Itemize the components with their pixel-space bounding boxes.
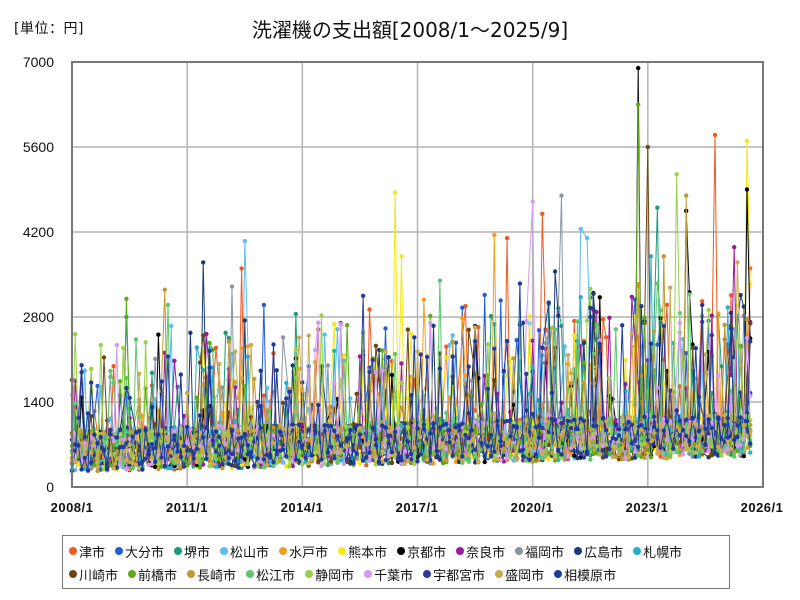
legend-dot-icon (633, 547, 642, 555)
legend-label: 大分市 (125, 545, 165, 561)
legend-dot-icon (423, 570, 432, 578)
legend-item: 静岡市 (305, 565, 354, 584)
legend-item: 盛岡市 (495, 565, 544, 584)
legend-dot-icon (574, 547, 583, 555)
legend-item: 奈良市 (456, 542, 505, 561)
legend-label: 松山市 (230, 545, 270, 561)
legend-item: 津市 (69, 542, 105, 561)
x-tick-label: 2026/1 (740, 500, 784, 515)
legend-row-2: 川崎市 前橋市 長崎市 松江市 静岡市 千葉市 宇都宮市 盛岡市 相模原市 (69, 563, 626, 585)
legend-item: 熊本市 (338, 542, 387, 561)
legend-item: 札幌市 (633, 542, 682, 561)
x-tick-label: 2023/1 (625, 500, 669, 515)
legend-label: 盛岡市 (505, 568, 545, 584)
legend-dot-icon (515, 547, 524, 555)
legend-label: 奈良市 (466, 545, 506, 561)
series-相模原市 (73, 281, 753, 473)
legend-label: 堺市 (184, 545, 211, 561)
legend-label: 川崎市 (79, 568, 119, 584)
legend-row-1: 津市 大分市 堺市 松山市 水戸市 熊本市 京都市 奈良市 福岡市 広島市 札幌市 (69, 540, 692, 562)
legend-dot-icon (128, 570, 137, 578)
legend-dot-icon (364, 570, 373, 578)
legend-item: 広島市 (574, 542, 623, 561)
legend-dot-icon (174, 547, 183, 555)
chart-title: 洗濯機の支出額[2008/1～2025/9] (251, 18, 569, 42)
y-tick-label: 7000 (22, 54, 54, 70)
legend-item: 前橋市 (128, 565, 177, 584)
legend-dot-icon (279, 547, 288, 555)
legend-label: 長崎市 (197, 568, 237, 584)
legend-item: 千葉市 (364, 565, 413, 584)
legend-dot-icon (495, 570, 504, 578)
y-tick-label: 2800 (22, 309, 54, 325)
plot-border (71, 61, 764, 488)
legend-dot-icon (115, 547, 124, 555)
legend-item: 松江市 (246, 565, 295, 584)
legend-item: 長崎市 (187, 565, 236, 584)
y-tick-label: 5600 (22, 139, 54, 155)
legend-item: 相模原市 (554, 565, 616, 584)
series-lines (69, 65, 753, 474)
legend-dot-icon (220, 547, 229, 555)
legend-label: 宇都宮市 (433, 568, 486, 584)
legend-label: 京都市 (407, 545, 447, 561)
legend-label: 熊本市 (348, 545, 388, 561)
legend-dot-icon (305, 570, 314, 578)
legend-label: 千葉市 (374, 568, 414, 584)
x-tick-label: 2020/1 (510, 500, 554, 515)
legend-item: 福岡市 (515, 542, 564, 561)
y-tick-label: 1400 (22, 394, 54, 410)
legend-item: 松山市 (220, 542, 269, 561)
legend-label: 広島市 (584, 545, 624, 561)
legend: 津市 大分市 堺市 松山市 水戸市 熊本市 京都市 奈良市 福岡市 広島市 札幌市 川崎市 前橋市 長崎… (62, 535, 730, 589)
legend-label: 相模原市 (564, 568, 617, 584)
legend-label: 札幌市 (643, 545, 683, 561)
legend-dot-icon (456, 547, 465, 555)
legend-dot-icon (554, 570, 563, 578)
legend-label: 松江市 (256, 568, 296, 584)
legend-label: 静岡市 (315, 568, 355, 584)
legend-dot-icon (397, 547, 406, 555)
x-tick-label: 2011/1 (165, 500, 209, 515)
legend-label: 前橋市 (138, 568, 178, 584)
legend-dot-icon (187, 570, 196, 578)
legend-dot-icon (338, 547, 347, 555)
x-tick-label: 2014/1 (280, 500, 324, 515)
legend-item: 川崎市 (69, 565, 118, 584)
legend-label: 福岡市 (525, 545, 565, 561)
legend-dot-icon (69, 570, 77, 578)
unit-label: [単位：円] (14, 21, 84, 37)
x-tick-label: 2017/1 (395, 500, 439, 515)
legend-dot-icon (69, 547, 77, 555)
legend-dot-icon (246, 570, 255, 578)
legend-item: 京都市 (397, 542, 446, 561)
y-tick-label: 0 (46, 479, 54, 495)
legend-label: 水戸市 (289, 545, 329, 561)
legend-item: 水戸市 (279, 542, 328, 561)
y-tick-label: 4200 (22, 224, 54, 240)
x-tick-label: 2008/1 (50, 500, 94, 515)
legend-item: 大分市 (115, 542, 164, 561)
legend-item: 宇都宮市 (423, 565, 485, 584)
legend-label: 津市 (79, 545, 106, 561)
legend-item: 堺市 (174, 542, 210, 561)
